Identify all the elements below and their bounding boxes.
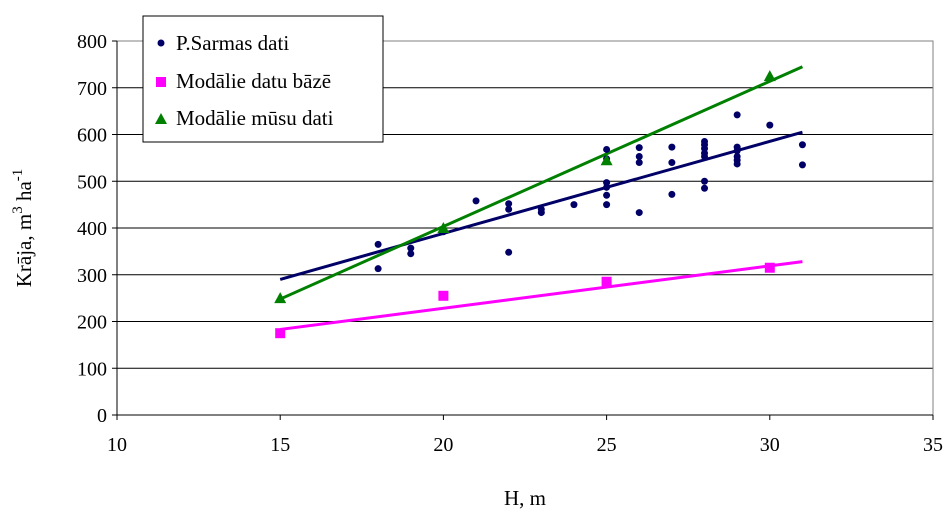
y-tick-label: 300 — [77, 265, 107, 287]
data-point-series-1 — [668, 191, 675, 198]
y-tick-label: 700 — [77, 78, 107, 100]
y-tick-label: 100 — [77, 358, 107, 380]
y-tick-label: 500 — [77, 171, 107, 193]
y-tick-label: 600 — [77, 125, 107, 147]
data-point-series-1 — [701, 178, 708, 185]
y-axis-title: Krāja, m3 ha-1 — [10, 169, 36, 288]
data-point-series-1 — [375, 265, 382, 272]
trendline-series-1 — [280, 132, 802, 279]
data-point-series-3 — [764, 70, 776, 81]
data-point-series-1 — [799, 141, 806, 148]
data-point-series-2 — [438, 291, 448, 301]
data-point-series-1 — [375, 241, 382, 248]
x-tick-labels: 10 15 20 25 30 35 — [107, 434, 943, 456]
legend-marker-circle — [158, 40, 165, 47]
data-point-series-1 — [505, 206, 512, 213]
legend-marker-square — [156, 77, 166, 87]
y-tick-label: 200 — [77, 312, 107, 334]
x-tick-label: 35 — [923, 434, 943, 456]
y-tick-label: 400 — [77, 218, 107, 240]
data-point-series-1 — [570, 201, 577, 208]
data-point-series-1 — [636, 153, 643, 160]
y-tick-label: 0 — [97, 405, 107, 427]
trendline-series-2 — [280, 262, 802, 330]
x-tick-label: 25 — [597, 434, 617, 456]
data-point-series-1 — [701, 153, 708, 160]
data-point-series-1 — [538, 209, 545, 216]
data-point-series-1 — [473, 197, 480, 204]
x-tick-label: 20 — [433, 434, 453, 456]
data-point-series-1 — [636, 159, 643, 166]
x-tick-label: 15 — [270, 434, 290, 456]
data-point-series-2 — [602, 277, 612, 287]
legend-label-modalie-musu-dati: Modālie mūsu dati — [176, 106, 334, 130]
y-tick-label: 800 — [77, 31, 107, 53]
data-point-series-1 — [603, 184, 610, 191]
data-point-series-1 — [603, 192, 610, 199]
data-point-series-1 — [603, 201, 610, 208]
data-point-series-1 — [734, 111, 741, 118]
data-point-series-1 — [636, 144, 643, 151]
data-point-series-1 — [734, 160, 741, 167]
data-point-series-1 — [407, 250, 414, 257]
data-point-series-1 — [701, 185, 708, 192]
x-axis-title: H, m — [504, 486, 546, 510]
y-axis-title-sup1: 3 — [10, 206, 26, 214]
data-point-series-1 — [505, 249, 512, 256]
legend-label-p-sarmas: P.Sarmas dati — [176, 31, 289, 55]
y-axis-title-mid: ha — [12, 181, 36, 207]
legend-label-modalie-datu-baze: Modālie datu bāzē — [176, 69, 331, 93]
data-point-series-1 — [636, 209, 643, 216]
data-point-series-2 — [765, 263, 775, 273]
data-point-series-1 — [603, 146, 610, 153]
x-tick-label: 10 — [107, 434, 127, 456]
y-axis-title-sup2: -1 — [10, 169, 26, 182]
x-tick-label: 30 — [760, 434, 780, 456]
data-point-series-1 — [668, 159, 675, 166]
y-tick-labels: 0 100 200 300 400 500 600 700 800 — [77, 31, 107, 427]
data-point-series-1 — [766, 122, 773, 129]
data-point-series-1 — [799, 161, 806, 168]
legend: P.Sarmas dati Modālie datu bāzē Modālie … — [143, 16, 383, 142]
data-point-series-1 — [668, 144, 675, 151]
data-point-series-2 — [275, 328, 285, 338]
